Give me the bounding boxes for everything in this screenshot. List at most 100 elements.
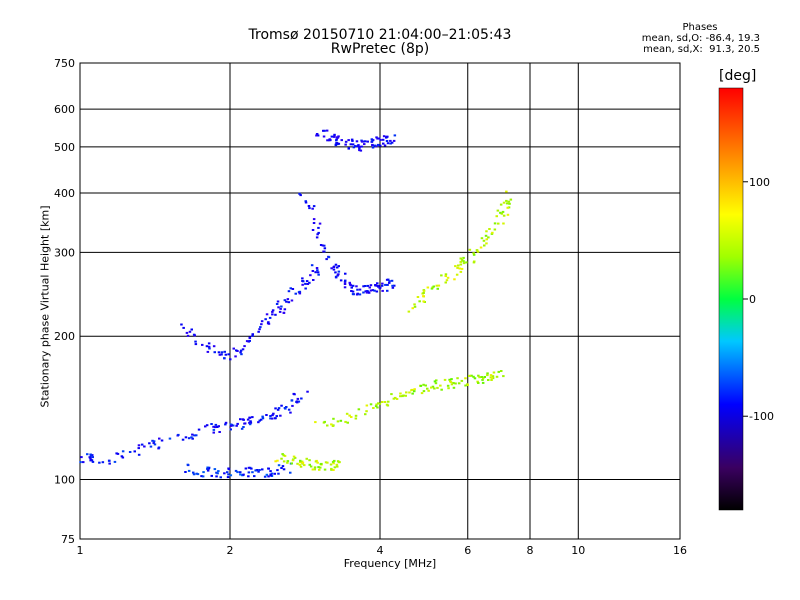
x-tick-labels: 1 2 4 6 8 10 16 bbox=[77, 544, 688, 557]
data-point bbox=[280, 467, 283, 469]
data-point bbox=[205, 345, 209, 348]
data-point bbox=[350, 416, 353, 418]
colorbar bbox=[718, 87, 744, 511]
data-point bbox=[394, 396, 397, 399]
data-point bbox=[86, 453, 89, 456]
data-point bbox=[278, 310, 282, 313]
data-point bbox=[319, 244, 323, 246]
data-point bbox=[332, 268, 336, 271]
data-point bbox=[478, 376, 481, 379]
data-point bbox=[509, 198, 513, 201]
data-point bbox=[336, 465, 339, 468]
data-point bbox=[462, 262, 466, 265]
data-point bbox=[354, 145, 357, 148]
data-point bbox=[242, 473, 245, 476]
data-point bbox=[422, 295, 425, 298]
data-point bbox=[369, 289, 373, 292]
data-point bbox=[502, 201, 506, 204]
data-point bbox=[311, 270, 315, 272]
data-point bbox=[248, 416, 252, 419]
data-point bbox=[386, 283, 389, 286]
data-point bbox=[437, 284, 441, 287]
data-point bbox=[271, 414, 274, 417]
colorbar-tick-label: 0 bbox=[749, 293, 756, 306]
data-point bbox=[298, 292, 302, 295]
data-point bbox=[265, 414, 268, 416]
data-point bbox=[318, 222, 322, 225]
colorbar-ticks: 100 0 -100 bbox=[743, 176, 774, 423]
data-point bbox=[344, 272, 347, 275]
data-point bbox=[380, 284, 384, 287]
data-point bbox=[108, 462, 111, 465]
data-point bbox=[443, 378, 447, 381]
data-point bbox=[273, 472, 276, 475]
data-point bbox=[422, 390, 426, 393]
data-point bbox=[369, 284, 373, 287]
data-point bbox=[245, 340, 249, 343]
data-point bbox=[501, 210, 505, 213]
data-point bbox=[502, 222, 505, 225]
data-point bbox=[275, 415, 278, 418]
data-point bbox=[457, 382, 461, 385]
data-point bbox=[506, 206, 509, 209]
data-point bbox=[390, 141, 394, 144]
data-point bbox=[380, 401, 384, 403]
data-point bbox=[446, 384, 450, 387]
data-point bbox=[381, 289, 384, 292]
data-point bbox=[374, 145, 378, 148]
data-point bbox=[204, 425, 207, 428]
data-point bbox=[452, 386, 456, 389]
data-point bbox=[191, 437, 194, 440]
data-point bbox=[251, 471, 254, 474]
colorbar-label: [deg] bbox=[719, 68, 757, 84]
data-point bbox=[487, 236, 490, 239]
data-point bbox=[229, 424, 233, 427]
data-point bbox=[292, 455, 296, 458]
data-point bbox=[263, 475, 267, 478]
data-point bbox=[505, 202, 509, 205]
data-point bbox=[446, 276, 450, 279]
data-point bbox=[90, 459, 94, 462]
data-point bbox=[300, 460, 304, 463]
data-point bbox=[271, 309, 275, 312]
data-point bbox=[499, 211, 502, 214]
data-point bbox=[377, 402, 380, 405]
data-point bbox=[386, 289, 389, 292]
data-point bbox=[385, 136, 388, 139]
data-point bbox=[454, 265, 457, 268]
data-point bbox=[368, 286, 371, 289]
data-point bbox=[258, 469, 261, 471]
data-point bbox=[152, 442, 155, 444]
data-points bbox=[79, 129, 513, 479]
data-point bbox=[309, 274, 312, 277]
data-point bbox=[229, 358, 232, 361]
data-point bbox=[317, 231, 320, 234]
data-point bbox=[336, 274, 339, 277]
data-point bbox=[433, 380, 437, 383]
data-point bbox=[261, 468, 264, 471]
data-point bbox=[411, 392, 414, 395]
data-point bbox=[402, 394, 405, 397]
data-point bbox=[391, 286, 395, 289]
y-tick-label: 200 bbox=[54, 330, 75, 343]
data-point bbox=[484, 234, 488, 237]
data-point bbox=[385, 278, 389, 281]
data-point bbox=[261, 417, 265, 420]
data-point bbox=[493, 228, 497, 231]
data-point bbox=[296, 397, 300, 400]
data-point bbox=[287, 290, 291, 293]
data-point bbox=[269, 415, 272, 417]
data-point bbox=[295, 400, 299, 403]
data-point bbox=[217, 351, 221, 354]
data-point bbox=[363, 285, 367, 287]
data-point bbox=[187, 437, 191, 440]
data-point bbox=[259, 326, 262, 329]
data-point bbox=[343, 286, 347, 289]
data-point bbox=[248, 339, 251, 342]
data-point bbox=[306, 390, 309, 393]
data-point bbox=[326, 139, 329, 142]
data-point bbox=[234, 355, 237, 358]
data-point bbox=[466, 383, 469, 386]
data-point bbox=[393, 134, 397, 137]
data-point bbox=[157, 446, 161, 449]
